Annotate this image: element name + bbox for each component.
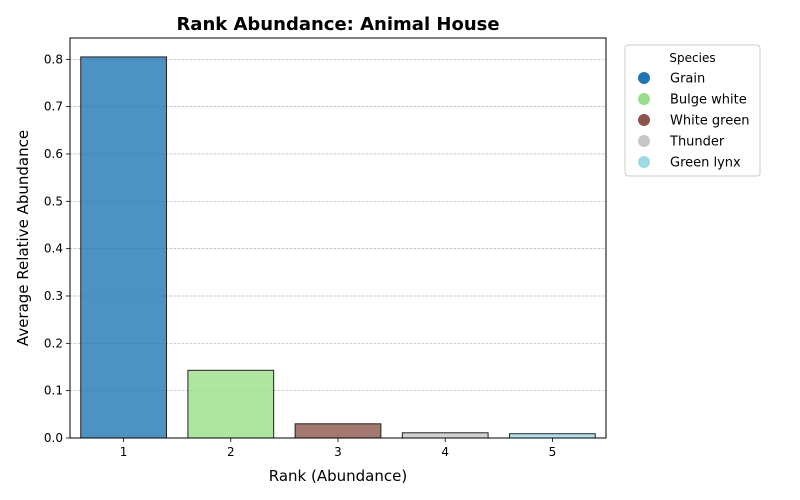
bars-layer <box>80 56 596 439</box>
legend-marker <box>638 156 650 168</box>
legend-entry-label: Grain <box>670 72 705 87</box>
legend-entry-label: Green lynx <box>670 156 741 171</box>
y-tick-label: 0.0 <box>44 431 63 445</box>
bar-rank-4 <box>401 432 489 439</box>
bar-rank-1 <box>80 56 167 439</box>
legend-entry-label: White green <box>670 114 749 129</box>
x-tick-label: 3 <box>334 445 342 459</box>
legend-marker <box>638 114 650 126</box>
x-tick-label: 4 <box>441 445 449 459</box>
chart-title: Rank Abundance: Animal House <box>176 14 499 35</box>
y-tick-label: 0.6 <box>44 147 63 161</box>
y-axis-label: Average Relative Abundance <box>14 130 32 346</box>
y-tick-label: 0.7 <box>44 100 63 114</box>
y-tick-label: 0.4 <box>44 242 63 256</box>
bar-rank-5 <box>509 433 596 439</box>
x-tick-label: 1 <box>120 445 128 459</box>
x-tick-label: 2 <box>227 445 235 459</box>
y-tick-label: 0.2 <box>44 336 63 350</box>
x-tick-label: 5 <box>549 445 557 459</box>
y-tick-label: 0.1 <box>44 384 63 398</box>
axes-layer: 0.0 0.1 0.2 0.3 0.4 0.5 0.6 0.7 0.8 1 2 3 4 5 <box>44 37 607 459</box>
legend-marker <box>638 93 650 105</box>
legend-box <box>624 44 761 177</box>
bar-rank-3 <box>294 423 382 439</box>
x-axis-label: Rank (Abundance) <box>269 467 407 485</box>
legend-marker <box>638 72 650 84</box>
legend: Species Grain Bulge white White green Thunde… <box>624 44 761 177</box>
bar-rank-2 <box>187 369 275 439</box>
legend-marker <box>638 135 650 147</box>
legend-entry-label: Bulge white <box>670 93 747 108</box>
legend-title: Species <box>669 51 715 65</box>
legend-entry-label: Thunder <box>669 135 725 150</box>
y-tick-label: 0.5 <box>44 194 63 208</box>
y-tick-label: 0.8 <box>44 52 63 66</box>
y-tick-label: 0.3 <box>44 289 63 303</box>
plot-frame <box>69 37 607 439</box>
